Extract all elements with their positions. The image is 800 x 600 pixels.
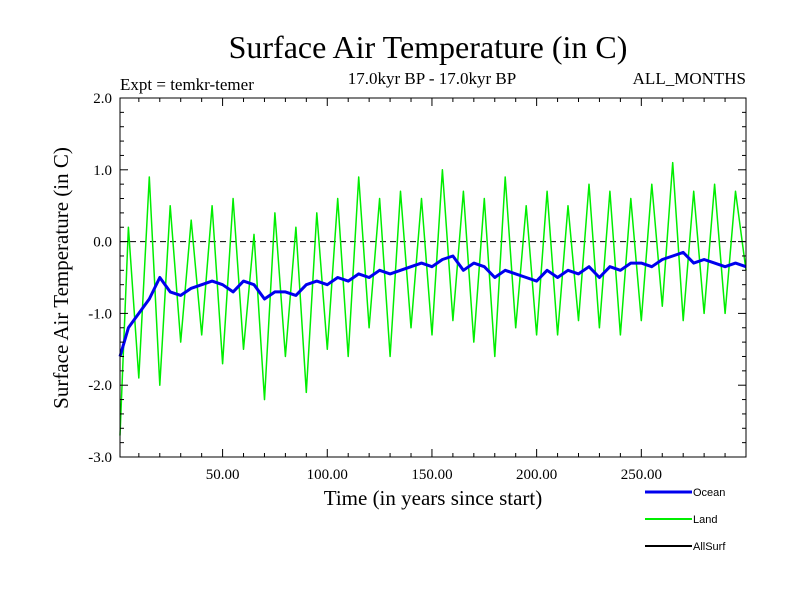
y-tick-label: 1.0 <box>93 163 112 179</box>
legend-label-allsurf: AllSurf <box>693 541 726 553</box>
legend-label-ocean: Ocean <box>693 487 725 499</box>
x-tick-label: 50.00 <box>206 467 240 483</box>
axes: 50.00 100.00 150.00 200.00 250.00 -3.0 -2.0 -1.… <box>88 91 747 483</box>
x-tick-label: 250.00 <box>621 467 662 483</box>
y-tick-label: -1.0 <box>88 306 112 322</box>
plot-frame <box>119 97 747 458</box>
y-axis-label: Surface Air Temperature (in C) <box>49 147 73 409</box>
chart-title: Surface Air Temperature (in C) <box>229 29 628 65</box>
chart-subtitle: 17.0kyr BP - 17.0kyr BP <box>348 69 516 88</box>
series-line-ocean <box>118 250 747 357</box>
legend: Ocean Land AllSurf <box>645 487 726 553</box>
x-tick-label: 150.00 <box>411 467 452 483</box>
x-tick-label: 200.00 <box>516 467 557 483</box>
series-line-land <box>119 161 747 436</box>
y-tick-label: 0.0 <box>93 235 112 251</box>
x-axis-label: Time (in years since start) <box>324 486 543 510</box>
experiment-label: Expt = temkr-temer <box>120 75 254 94</box>
legend-label-land: Land <box>693 514 717 526</box>
plot-area <box>118 161 747 436</box>
months-label: ALL_MONTHS <box>633 69 746 88</box>
y-tick-label: -2.0 <box>88 378 112 394</box>
y-tick-label: -3.0 <box>88 450 112 466</box>
y-tick-label: 2.0 <box>93 91 112 107</box>
x-tick-label: 100.00 <box>307 467 348 483</box>
